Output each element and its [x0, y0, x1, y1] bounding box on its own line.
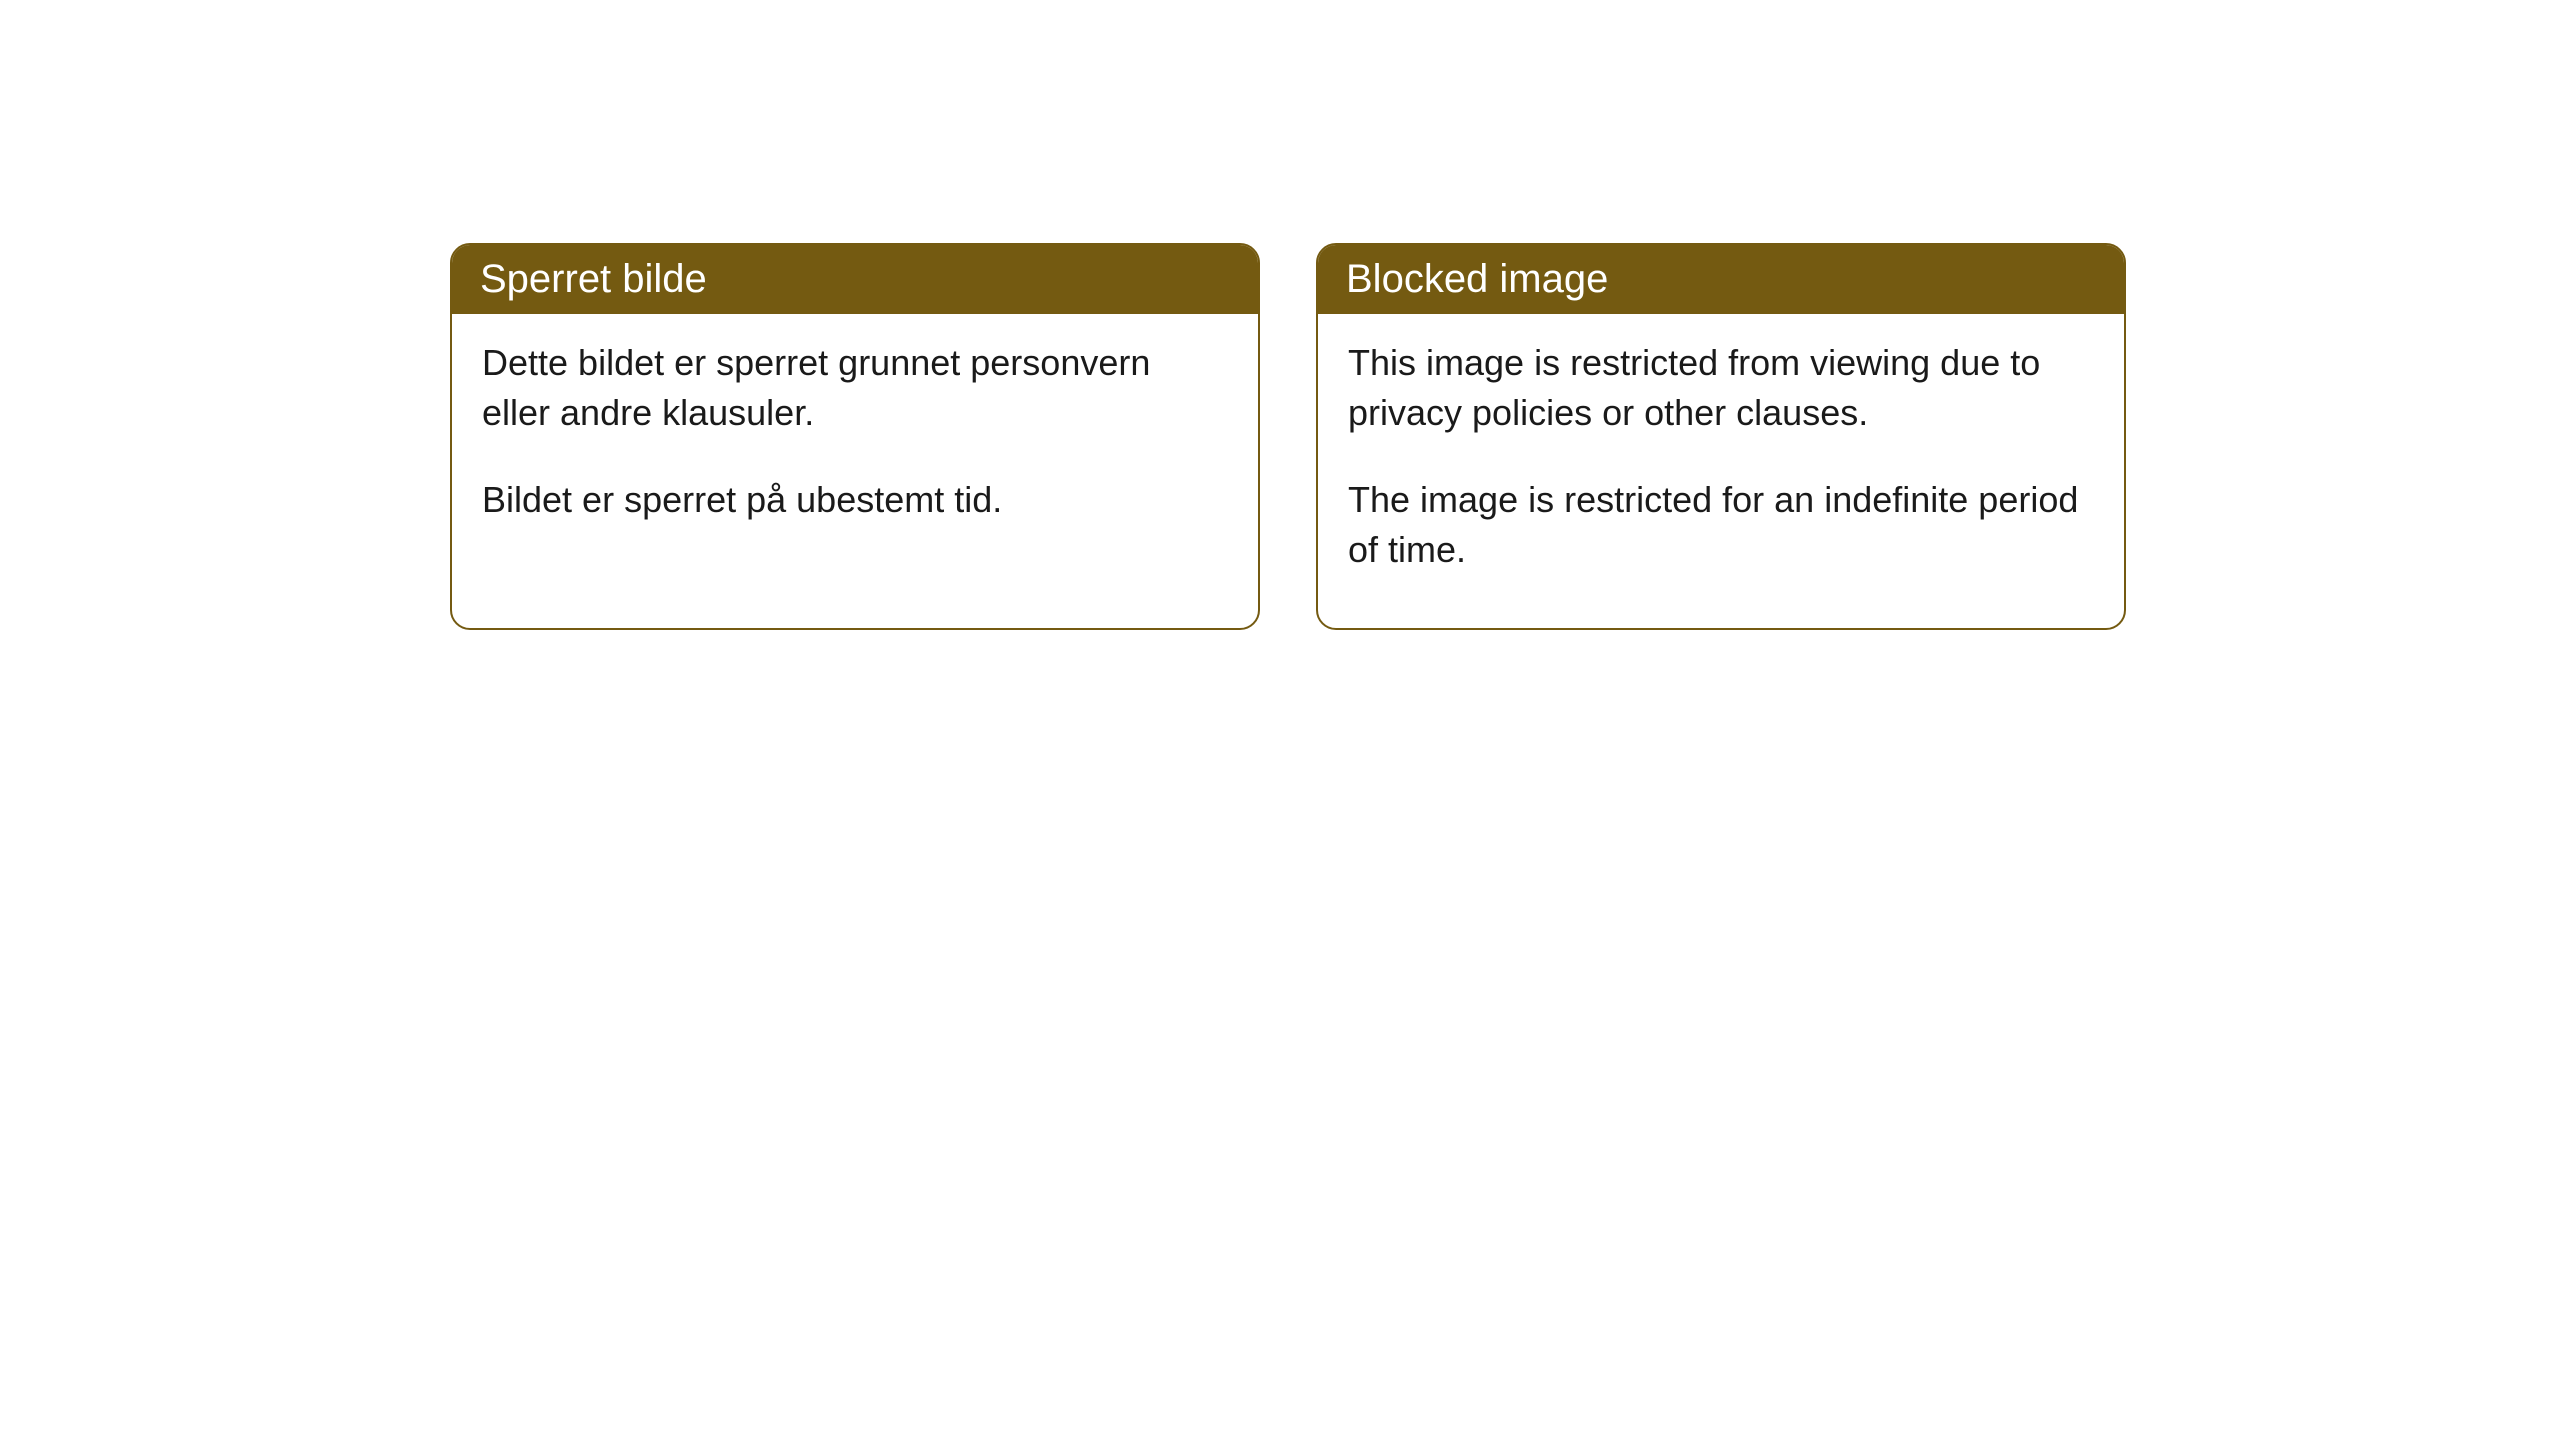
card-norwegian: Sperret bilde Dette bildet er sperret gr…: [450, 243, 1260, 630]
card-paragraph: The image is restricted for an indefinit…: [1348, 475, 2094, 576]
card-title: Blocked image: [1346, 257, 1608, 301]
card-title: Sperret bilde: [480, 257, 707, 301]
card-header-norwegian: Sperret bilde: [452, 245, 1258, 314]
card-paragraph: Dette bildet er sperret grunnet personve…: [482, 338, 1228, 439]
card-paragraph: Bildet er sperret på ubestemt tid.: [482, 475, 1228, 525]
card-body-english: This image is restricted from viewing du…: [1318, 314, 2124, 628]
card-english: Blocked image This image is restricted f…: [1316, 243, 2126, 630]
card-paragraph: This image is restricted from viewing du…: [1348, 338, 2094, 439]
cards-container: Sperret bilde Dette bildet er sperret gr…: [0, 0, 2560, 630]
card-header-english: Blocked image: [1318, 245, 2124, 314]
card-body-norwegian: Dette bildet er sperret grunnet personve…: [452, 314, 1258, 577]
